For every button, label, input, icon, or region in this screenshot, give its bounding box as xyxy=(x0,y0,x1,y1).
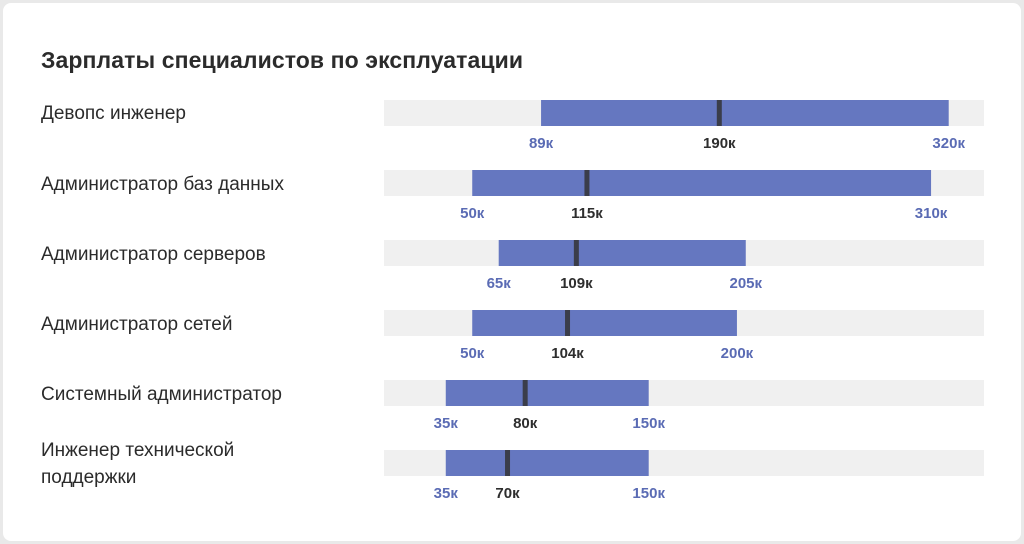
salary-range-bar xyxy=(472,310,737,336)
median-marker xyxy=(522,380,528,406)
median-label: 70к xyxy=(495,485,520,502)
min-label: 89к xyxy=(529,135,554,152)
min-label: 50к xyxy=(460,205,485,222)
max-label: 310к xyxy=(915,205,948,222)
max-label: 205к xyxy=(729,275,762,292)
min-label: 65к xyxy=(487,275,512,292)
row-label: Инженер технической поддержки xyxy=(41,440,235,488)
min-label: 35к xyxy=(434,485,459,502)
salary-range-bar xyxy=(445,450,649,476)
median-marker xyxy=(505,450,511,476)
salary-range-bar xyxy=(498,240,746,266)
median-label: 109к xyxy=(560,275,593,292)
salary-range-bar xyxy=(541,100,949,126)
salary-range-bar xyxy=(445,380,649,406)
min-label: 35к xyxy=(434,415,459,432)
row-label: Администратор баз данных xyxy=(41,174,284,195)
max-label: 320к xyxy=(932,135,965,152)
chart-title: Зарплаты специалистов по эксплуатации xyxy=(41,47,524,73)
min-label: 50к xyxy=(460,345,485,362)
median-marker xyxy=(716,100,722,126)
max-label: 150к xyxy=(632,485,665,502)
row-label: Девопс инженер xyxy=(41,103,186,124)
max-label: 200к xyxy=(721,345,754,362)
median-marker xyxy=(565,310,571,336)
row-label: Администратор серверов xyxy=(41,244,266,265)
median-marker xyxy=(573,240,579,266)
row-label: Системный администратор xyxy=(41,384,282,405)
median-label: 104к xyxy=(551,345,584,362)
max-label: 150к xyxy=(632,415,665,432)
row-label: Администратор сетей xyxy=(41,314,233,335)
median-label: 190к xyxy=(703,135,736,152)
salary-range-bar xyxy=(472,170,932,196)
median-marker xyxy=(584,170,590,196)
median-label: 115к xyxy=(571,205,603,222)
median-label: 80к xyxy=(513,415,538,432)
